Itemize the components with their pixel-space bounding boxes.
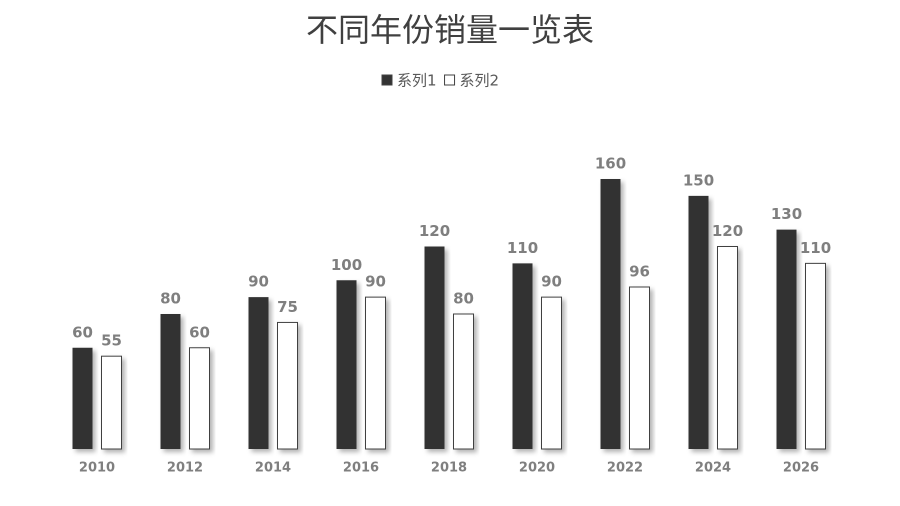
legend-swatch [444, 74, 456, 86]
x-tick-label: 2024 [695, 461, 731, 476]
legend-label: 系列1 [397, 72, 437, 90]
bar [424, 246, 445, 449]
x-tick-label: 2016 [343, 461, 379, 476]
data-label: 110 [507, 239, 538, 257]
data-label: 96 [629, 263, 650, 281]
data-label: 80 [453, 290, 474, 308]
data-label: 120 [419, 222, 450, 240]
bar [189, 347, 210, 450]
data-label: 60 [72, 323, 93, 341]
bar [453, 313, 474, 450]
data-label: 80 [160, 290, 181, 308]
bar [336, 280, 357, 449]
x-tick-label: 2022 [607, 461, 643, 476]
legend: 系列1 系列2 [381, 72, 500, 90]
x-tick-label: 2010 [79, 461, 115, 476]
data-label: 150 [683, 171, 714, 189]
bar [277, 321, 298, 450]
bar [160, 314, 181, 449]
data-label: 90 [365, 273, 386, 291]
bar [248, 297, 269, 449]
bar [72, 347, 93, 449]
bar [776, 229, 797, 449]
bar [512, 263, 533, 449]
bar [629, 286, 650, 450]
data-label: 120 [712, 222, 743, 240]
x-tick-label: 2012 [167, 461, 203, 476]
data-label: 110 [800, 239, 831, 257]
data-label: 75 [277, 298, 298, 316]
x-tick-label: 2020 [519, 461, 555, 476]
bar [805, 262, 826, 450]
legend-label: 系列2 [460, 72, 500, 90]
bar [365, 296, 386, 450]
bar [717, 246, 738, 450]
bar [101, 355, 122, 450]
legend-swatch [381, 74, 393, 86]
data-label: 55 [101, 332, 122, 350]
data-label: 90 [248, 273, 269, 291]
data-label: 160 [595, 155, 626, 173]
bar [541, 296, 562, 450]
x-tick-label: 2026 [783, 461, 819, 476]
bar [688, 195, 709, 449]
data-label: 130 [771, 205, 802, 223]
bar [600, 179, 621, 449]
data-label: 100 [331, 256, 362, 274]
data-label: 90 [541, 273, 562, 291]
x-tick-label: 2018 [431, 461, 467, 476]
x-tick-label: 2014 [255, 461, 291, 476]
chart-title: 不同年份销量一览表 [306, 11, 594, 49]
data-label: 60 [189, 323, 210, 341]
